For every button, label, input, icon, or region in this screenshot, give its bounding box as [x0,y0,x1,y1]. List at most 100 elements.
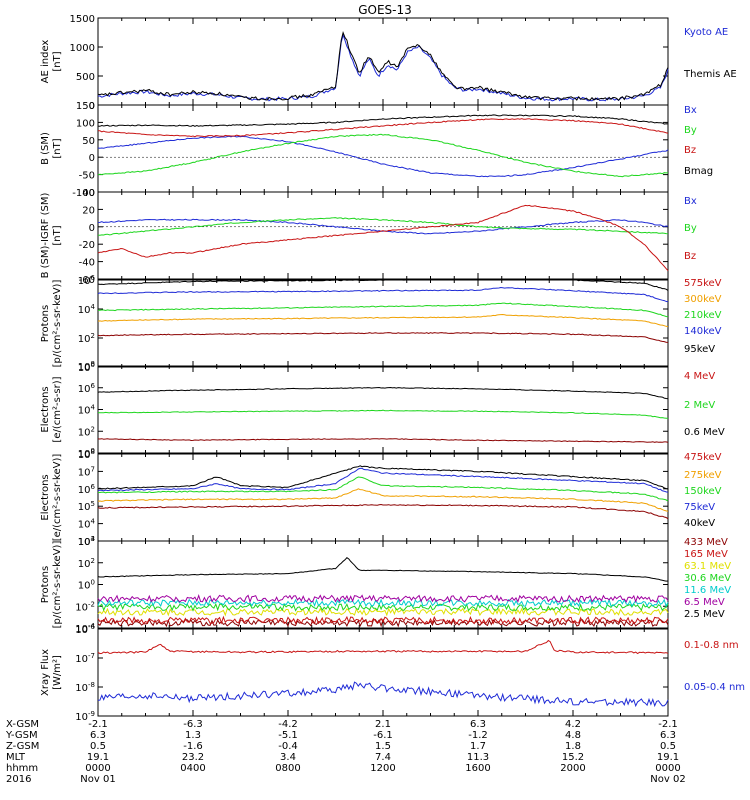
x-axis-value: 2000 [560,763,585,774]
y-tick-label: 108 [78,448,95,461]
y-tick-label: 50 [82,136,95,147]
x-row-label: Y-GSM [5,730,38,741]
series-line-75kev [97,467,669,493]
x-axis-value: 0000 [655,763,680,774]
series-line-2-mev [97,409,669,419]
legend-entry: 275keV [684,470,722,481]
x-axis-value: 4.8 [565,730,581,741]
x-row-label: MLT [6,752,26,763]
panel-frame [97,279,669,368]
x-axis-value: 15.2 [562,752,584,763]
x-axis-value: 1.7 [470,741,486,752]
x-axis-value: -1.2 [468,730,488,741]
x-axis-value: 7.4 [375,752,391,763]
y-tick-label: 0 [89,153,95,164]
y-tick-label: 106 [78,382,96,395]
x-axis-value: Nov 02 [650,774,685,785]
y-axis-label: B (SM)-IGRF (SM) [40,193,51,279]
legend-entry: 433 MeV [684,537,728,548]
y-axis-unit: [p/(cm²-s-sr-keV)] [52,541,63,629]
series-line-by [97,217,669,236]
legend-entry: 2 MeV [684,400,715,411]
series-line-4-mev [97,438,669,443]
x-axis-value: -5.1 [278,730,298,741]
y-tick-label: 108 [78,360,95,373]
panel-3: -60 -40 -20 0 20 40 B (SM)-IGRF (SM) [nT] Bx By Bz [40,188,697,286]
legend-entry: 40keV [684,518,715,529]
x-axis-value: -2.1 [658,719,678,730]
y-axis-label: Protons [40,566,51,603]
y-tick-label: 10-2 [75,600,95,613]
y-tick-label: 40 [82,188,95,199]
x-axis-value: Nov 01 [80,774,115,785]
y-tick-label: -60 [79,275,95,286]
panel-frame [97,453,669,542]
legend-entry: Kyoto AE [684,27,728,38]
legend-entry: Bz [684,251,696,262]
y-axis-label: B (SM) [40,132,51,165]
legend-entry: Themis AE [683,69,737,80]
series-line-bz [97,118,669,138]
x-axis-value: 0.5 [90,741,106,752]
x-axis-value: -0.4 [278,741,298,752]
y-axis-label: Protons [40,305,51,342]
series-line-575kev [97,279,669,291]
y-tick-label: 1500 [70,14,95,25]
legend-entry: 75keV [684,502,715,513]
y-axis-unit: [W/m²] [52,655,63,690]
x-row-label: hhmm [6,763,38,774]
series-line-bz [97,204,669,271]
x-axis-value: 0800 [275,763,300,774]
y-tick-label: 104 [78,303,96,316]
y-tick-label: 10-7 [75,652,95,665]
panel-frame [97,628,669,717]
x-axis-value: 3.4 [280,752,296,763]
series-line-275kev [97,488,669,512]
x-axis-value: -6.1 [373,730,393,741]
legend-entry: 140keV [684,326,722,337]
y-tick-label: -100 [72,188,95,199]
legend-entry: 575keV [684,278,722,289]
legend-entry: 4 MeV [684,371,715,382]
legend-entry: 95keV [684,344,715,355]
x-axis-value: 2.1 [375,719,391,730]
y-axis-label: Electrons [40,474,51,520]
legend-entry: 30.6 MeV [684,573,731,584]
x-axis-value: 1.5 [375,741,391,752]
series-line-475kev [97,503,669,520]
legend-entry: Bmag [684,166,713,177]
panel-2: -100 -50 0 50 100 150 B (SM) [nT] Bx By Bz Bmag [40,101,713,199]
y-axis-label: Xray Flux [40,649,51,696]
y-axis-unit: [nT] [52,51,63,71]
y-tick-label: 150 [76,101,95,112]
series-line-165-mev [97,615,669,625]
y-tick-label: 10-6 [75,623,95,636]
legend-entry: 210keV [684,310,722,321]
series-line-themis-ae [97,31,669,102]
legend-entry: 0.6 MeV [684,427,725,438]
x-axis-value: 6.3 [660,730,676,741]
x-axis-value: -6.3 [183,719,203,730]
series-line-2-5-mev [97,557,669,582]
series-line-300kev [97,313,669,328]
legend-entry: 11.6 MeV [684,585,731,596]
y-tick-label: 107 [78,465,95,478]
x-row-label: 2016 [6,774,31,785]
y-tick-label: 10-8 [75,681,95,694]
legend-entry: 6.5 MeV [684,597,725,608]
y-axis-unit: [e/(cm²-s-sr-keV)] [52,454,63,542]
y-tick-label: -50 [79,171,95,182]
y-tick-label: -40 [79,258,95,269]
legend-entry: Bx [684,105,697,116]
y-tick-label: 104 [78,535,96,548]
legend-entry: By [684,125,697,136]
y-tick-label: 102 [78,425,95,438]
x-axis-value: 6.3 [470,719,486,730]
y-tick-label: 100 [78,579,95,592]
y-tick-label: 104 [78,518,96,531]
